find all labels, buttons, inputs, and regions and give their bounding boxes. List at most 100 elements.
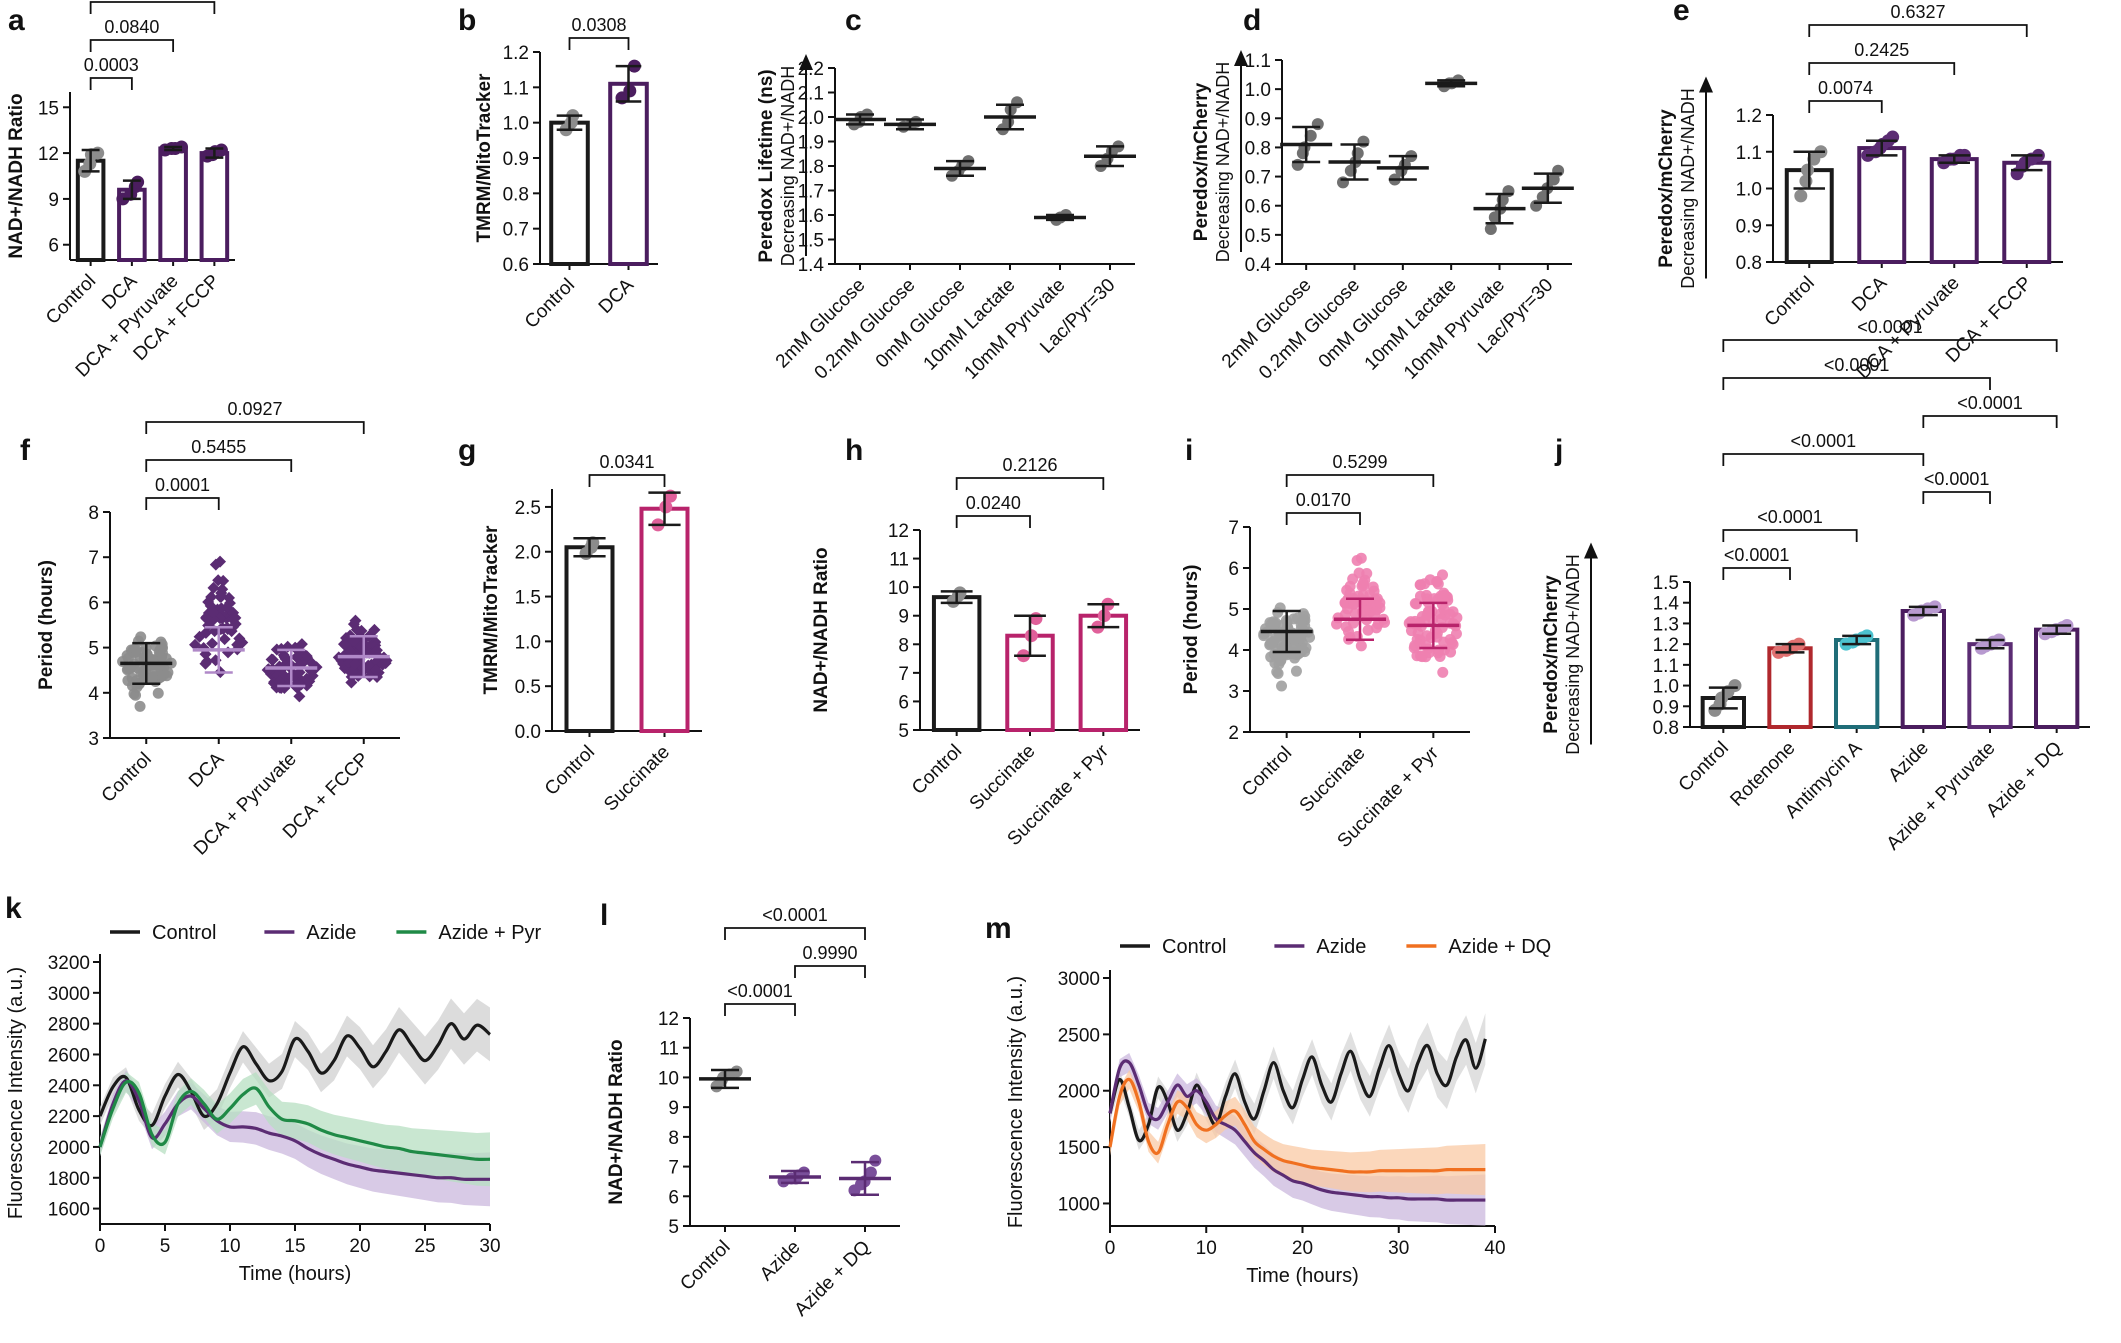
x-tick-label: Control — [42, 271, 100, 329]
legend-label: Control — [152, 922, 216, 944]
x-tick-label: 15 — [284, 1236, 305, 1257]
x-tick-label: Control — [521, 275, 579, 333]
data-point — [124, 662, 136, 674]
data-point — [1011, 96, 1024, 109]
bar — [549, 120, 590, 266]
y-tick-label: 1.1 — [1736, 143, 1762, 164]
y-tick-label: 6 — [668, 1187, 679, 1208]
panel-label: i — [1185, 434, 1193, 467]
significance-bracket: 0.0003 — [84, 55, 139, 90]
data-point — [229, 611, 242, 624]
bracket-line — [1808, 24, 2028, 37]
y-axis-subtitle: Decreasing NAD+/NADH — [1563, 554, 1583, 755]
data-point — [1445, 646, 1457, 658]
data-point — [1304, 129, 1317, 142]
y-tick-label: 5 — [898, 721, 909, 742]
data-point — [344, 645, 357, 658]
p-value: 0.0003 — [84, 55, 139, 75]
data-point — [953, 586, 967, 600]
data-point — [290, 678, 303, 691]
p-value: 0.0240 — [966, 493, 1021, 513]
x-axis-title: Time (hours) — [1246, 1265, 1359, 1287]
y-tick-label: 10 — [658, 1068, 679, 1089]
data-point — [1801, 163, 1815, 177]
y-tick-label: 4 — [1228, 641, 1239, 662]
bar — [1900, 609, 1946, 729]
x-tick-label: 25 — [414, 1236, 435, 1257]
y-tick-label: 1.2 — [1653, 635, 1679, 656]
p-value: <0.0001 — [1757, 507, 1823, 527]
x-tick-label: Succinate — [966, 741, 1040, 815]
x-tick-label: Control — [541, 742, 599, 800]
y-axis-subtitle: Decreasing NAD+/NADH — [778, 66, 798, 267]
data-point — [337, 638, 350, 651]
data-point — [1340, 621, 1352, 633]
panel-b: b 0.6 0.7 0.8 0.9 1.0 1.1 1.2 TMRM/MitoTracker Co… — [458, 4, 658, 333]
data-point — [279, 652, 292, 665]
significance-bracket: 0.5455 — [145, 437, 293, 472]
bracket-line — [724, 1003, 796, 1016]
y-tick-label: 0.8 — [1736, 253, 1762, 274]
data-point — [345, 676, 358, 689]
data-point — [1433, 644, 1445, 656]
data-point — [206, 637, 219, 650]
data-point — [1024, 629, 1038, 643]
y-axis-title: Peredox Lifetime (ns) — [756, 69, 777, 262]
data-point — [1271, 666, 1283, 678]
significance-bracket: 0.0840 — [89, 17, 175, 52]
y-tick-label: 2000 — [1058, 1082, 1100, 1103]
y-tick-label: 2000 — [48, 1138, 90, 1159]
data-point — [91, 146, 105, 160]
data-point — [135, 631, 147, 643]
panel-label: d — [1243, 4, 1261, 37]
data-point — [1266, 637, 1278, 649]
y-tick-label: 11 — [889, 550, 909, 571]
y-tick-label: 7 — [1228, 518, 1239, 539]
data-point — [130, 644, 142, 656]
data-point — [1484, 223, 1497, 236]
data-point — [1299, 610, 1311, 622]
y-tick-label: 3000 — [48, 984, 90, 1005]
significance-bracket: <0.0001 — [1922, 393, 2058, 428]
y-axis-title: NAD+/NADH Ratio — [6, 93, 27, 258]
panel-label: e — [1673, 0, 1690, 27]
data-point — [1435, 613, 1447, 625]
legend-label: Control — [1162, 936, 1226, 958]
p-value: 0.2425 — [1854, 40, 1909, 60]
y-tick-label: 1.0 — [1653, 677, 1679, 698]
significance-bracket: <0.0001 — [1722, 355, 1991, 390]
bar — [1078, 613, 1129, 733]
panel-j: j 0.80.91.01.11.21.31.41.5 Peredox/mCherry… — [1541, 317, 2090, 854]
data-point — [152, 687, 164, 699]
bar — [1834, 638, 1880, 729]
data-point — [1276, 680, 1288, 692]
data-point — [207, 581, 220, 594]
data-point — [1331, 618, 1343, 630]
data-point — [1342, 603, 1354, 615]
y-axis-title: NAD+/NADH Ratio — [606, 1039, 627, 1204]
bracket-line — [1722, 377, 1991, 390]
data-point — [1794, 189, 1808, 203]
data-point — [231, 638, 244, 651]
arrow-up-icon — [1584, 542, 1598, 559]
p-value: <0.0001 — [1957, 393, 2023, 413]
bracket-line — [1722, 567, 1791, 580]
y-tick-label: 3 — [88, 729, 99, 750]
y-tick-label: 0.7 — [1245, 168, 1271, 189]
data-point — [730, 1065, 743, 1078]
panel-label: g — [458, 434, 476, 467]
legend-label: Azide + DQ — [1448, 936, 1551, 958]
data-point — [290, 651, 303, 664]
y-tick-label: 5 — [668, 1217, 679, 1238]
y-tick-label: 6 — [898, 692, 909, 713]
p-value: <0.0001 — [1824, 355, 1890, 375]
y-axis-title: Peredox/mCherry — [1191, 82, 1212, 241]
y-axis-subtitle: Decreasing NAD+/NADH — [1213, 62, 1233, 263]
p-value: 0.0170 — [1296, 490, 1351, 510]
x-tick-label: Control — [1761, 273, 1819, 331]
data-point — [1290, 665, 1302, 677]
x-tick-label: Control — [676, 1237, 734, 1295]
series-line — [1108, 1038, 1487, 1143]
legend-label: Azide — [1316, 936, 1366, 958]
